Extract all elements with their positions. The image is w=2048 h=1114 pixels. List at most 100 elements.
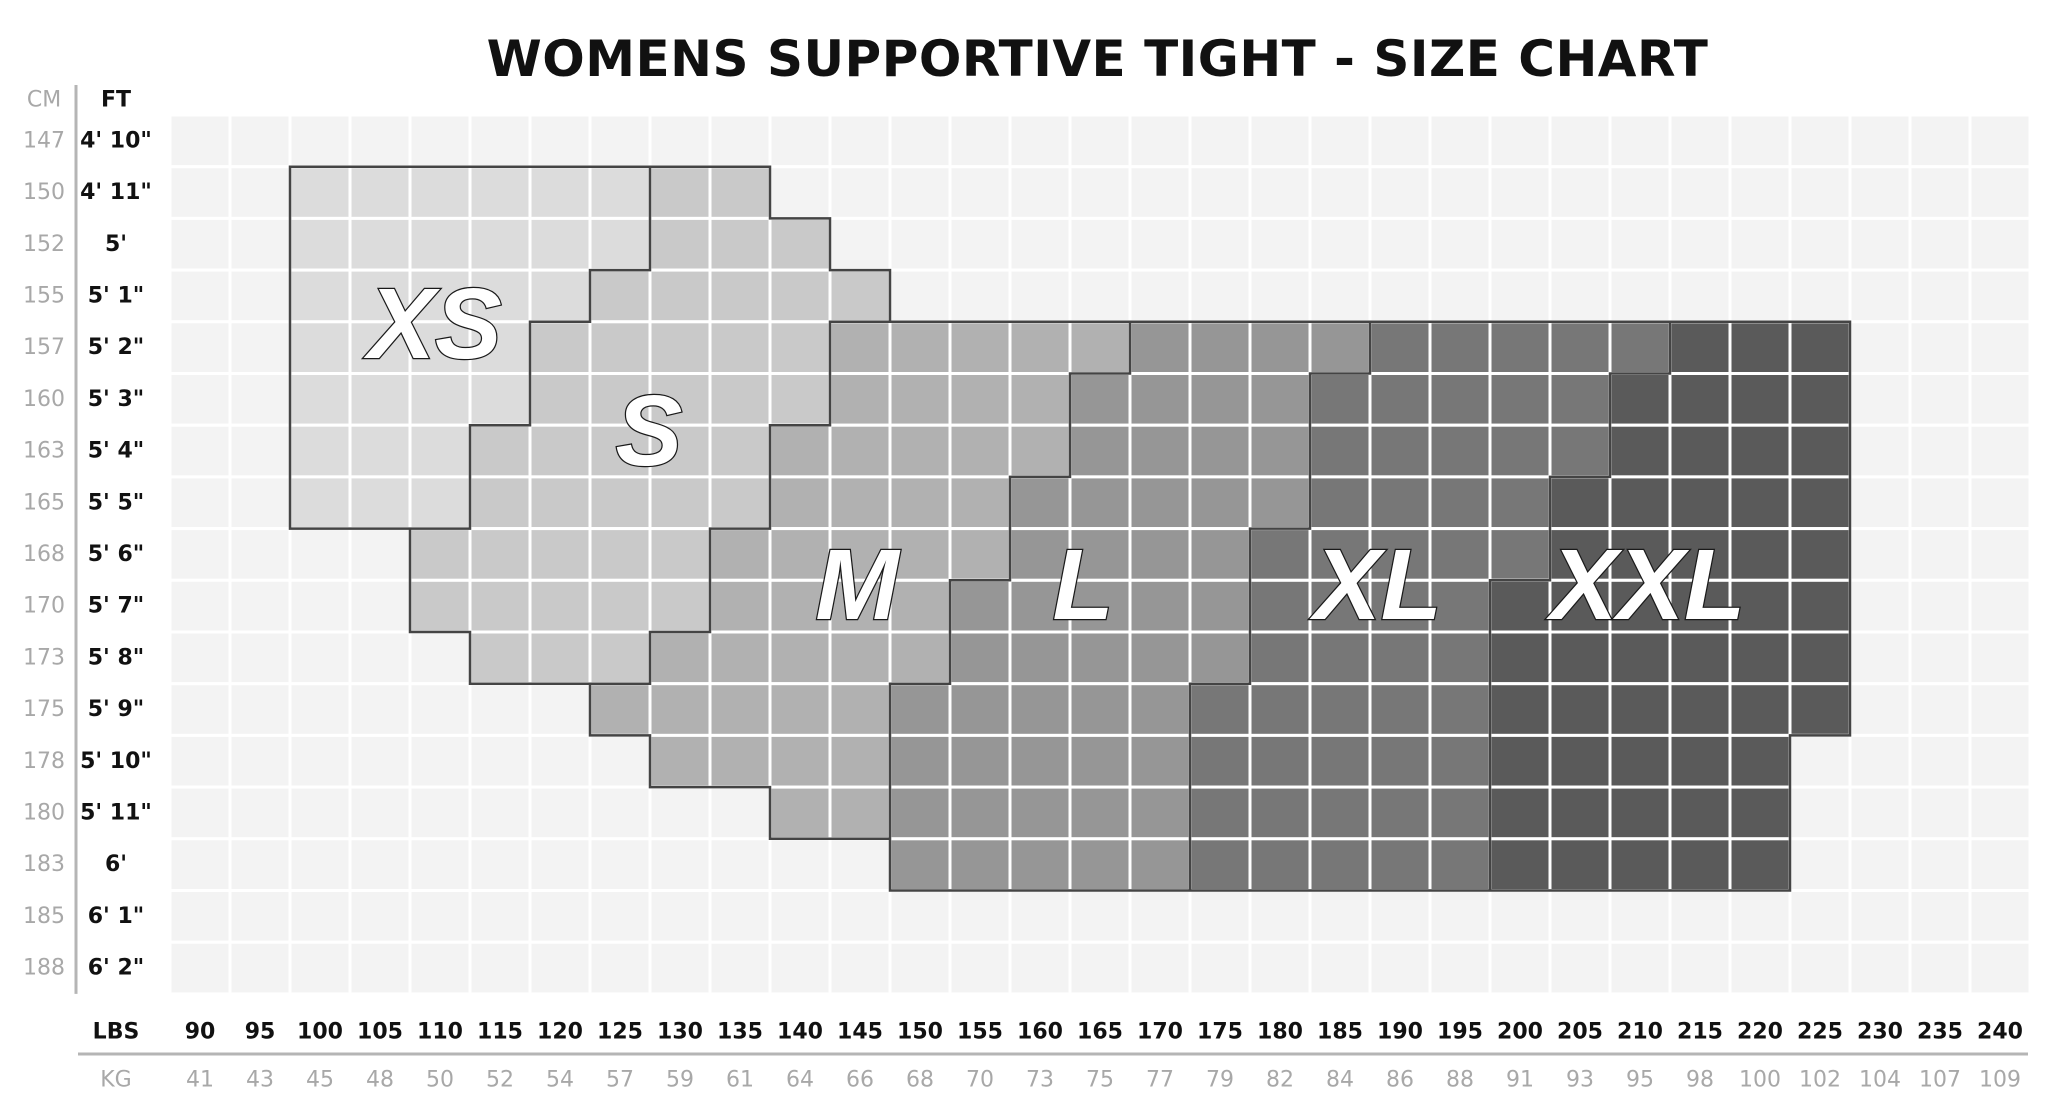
grid-cell-xl [1428, 837, 1492, 892]
kg-tick-label: 82 [1266, 1068, 1294, 1093]
grid-cell-empty [1908, 165, 1972, 220]
grid-cell-empty [648, 940, 712, 996]
ft-tick-label: 6' 2" [88, 956, 144, 981]
lbs-tick-label: 170 [1137, 1020, 1183, 1045]
grid-cell-empty [168, 889, 232, 944]
grid-cell-empty [1548, 165, 1612, 220]
grid-cell-empty [1728, 113, 1792, 169]
grid-cell-empty [1068, 165, 1132, 220]
grid-cell-empty [1788, 733, 1852, 789]
grid-cell-empty [828, 216, 892, 272]
lbs-tick-label: 230 [1857, 1020, 1903, 1045]
grid-cell-l [948, 630, 1012, 686]
kg-tick-label: 93 [1566, 1068, 1594, 1093]
grid-cell-xl [1368, 475, 1432, 531]
cm-tick-label: 165 [23, 490, 65, 515]
grid-cell-empty [168, 320, 232, 375]
grid-cell-empty [828, 837, 892, 892]
grid-cell-empty [588, 889, 652, 944]
grid-cell-s [528, 527, 592, 582]
grid-cell-empty [1308, 268, 1372, 324]
grid-cell-empty [1968, 733, 2032, 789]
grid-cell-empty [1548, 113, 1612, 169]
grid-cell-s [708, 165, 772, 220]
grid-cell-empty [1608, 216, 1672, 272]
grid-cell-m [828, 733, 892, 789]
grid-cell-empty [1608, 940, 1672, 996]
grid-cell-l [1248, 475, 1312, 531]
grid-cell-l [1188, 630, 1252, 686]
grid-cell-s [528, 630, 592, 686]
grid-cell-l [948, 785, 1012, 841]
lbs-tick-label: 190 [1377, 1020, 1423, 1045]
grid-cell-xl [1428, 733, 1492, 789]
grid-cell-xs [348, 423, 412, 479]
ft-tick-label: 5' [105, 232, 127, 257]
lbs-tick-label: 200 [1497, 1020, 1543, 1045]
grid-cell-xxl [1608, 527, 1672, 582]
grid-cell-xs [288, 372, 352, 427]
grid-cell-xs [528, 165, 592, 220]
grid-cell-empty [1368, 889, 1432, 944]
grid-cell-empty [588, 113, 652, 169]
grid-cell-empty [1668, 268, 1732, 324]
grid-cell-empty [1728, 216, 1792, 272]
grid-cell-empty [1008, 940, 1072, 996]
grid-cell-empty [1368, 216, 1432, 272]
grid-cell-empty [408, 682, 472, 737]
grid-cell-s [468, 630, 532, 686]
grid-cell-xl [1428, 320, 1492, 375]
grid-cell-xs [528, 268, 592, 324]
grid-cell-empty [408, 113, 472, 169]
grid-cell-empty [1968, 113, 2032, 169]
grid-cell-empty [708, 785, 772, 841]
cm-tick-label: 173 [23, 645, 65, 670]
grid-cell-xl [1368, 785, 1432, 841]
grid-cell-empty [1428, 113, 1492, 169]
grid-cell-empty [168, 733, 232, 789]
grid-cell-l [1068, 682, 1132, 737]
size-label-xl: XL [1309, 529, 1442, 641]
grid-cell-xl [1368, 682, 1432, 737]
lbs-tick-label: 90 [185, 1020, 216, 1045]
grid-cell-empty [468, 113, 532, 169]
grid-cell-empty [648, 889, 712, 944]
grid-cell-empty [1308, 113, 1372, 169]
kg-tick-label: 48 [366, 1068, 394, 1093]
ft-tick-label: 5' 2" [88, 335, 144, 360]
cm-tick-label: 150 [23, 180, 65, 205]
grid-cell-empty [1908, 940, 1972, 996]
grid-cell-empty [1908, 320, 1972, 375]
grid-cell-empty [168, 165, 232, 220]
grid-cell-l [948, 837, 1012, 892]
lbs-tick-label: 215 [1677, 1020, 1723, 1045]
cm-tick-label: 185 [23, 904, 65, 929]
grid-cell-xl [1308, 837, 1372, 892]
grid-cell-xl [1188, 733, 1252, 789]
grid-cell-empty [1788, 837, 1852, 892]
grid-cell-xs [408, 372, 472, 427]
grid-cell-empty [888, 268, 952, 324]
grid-cell-xl [1548, 372, 1612, 427]
lbs-tick-label: 155 [957, 1020, 1003, 1045]
grid-cell-empty [1428, 268, 1492, 324]
grid-cell-empty [168, 837, 232, 892]
grid-cell-empty [1788, 216, 1852, 272]
kg-header: KG [100, 1068, 131, 1093]
grid-cell-s [768, 216, 832, 272]
grid-cell-s [648, 527, 712, 582]
grid-cell-empty [1908, 733, 1972, 789]
grid-cell-s [588, 630, 652, 686]
grid-cell-empty [348, 630, 412, 686]
grid-cell-s [588, 527, 652, 582]
grid-cell-empty [828, 940, 892, 996]
grid-cell-s [768, 372, 832, 427]
lbs-tick-label: 160 [1017, 1020, 1063, 1045]
grid-cell-l [1248, 320, 1312, 375]
grid-cell-empty [468, 785, 532, 841]
grid-cell-s [708, 216, 772, 272]
grid-cell-empty [1848, 940, 1912, 996]
grid-cell-xxl [1788, 682, 1852, 737]
grid-cell-empty [1008, 165, 1072, 220]
grid-cell-l [888, 682, 952, 737]
